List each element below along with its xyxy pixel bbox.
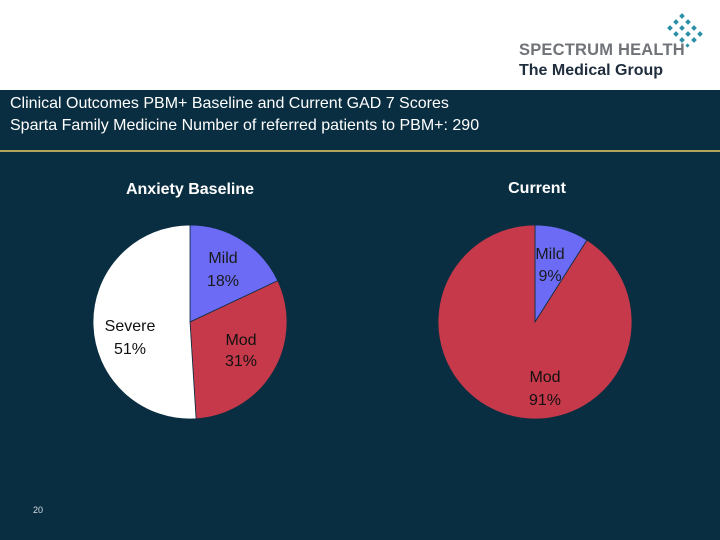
header: SPECTRUM HEALTH The Medical Group (0, 0, 720, 90)
slide-title-line2: Sparta Family Medicine Number of referre… (10, 117, 480, 134)
logo-text-line1: SPECTRUM HEALTH (519, 41, 685, 59)
slice-label-mod-1: Mod (529, 369, 560, 386)
slice-value-severe-0: 51% (114, 341, 146, 358)
pie-slice-mild-0 (189, 224, 279, 323)
slice-label-severe-0: Severe (105, 318, 156, 335)
slice-value-mild-1: 9% (538, 268, 561, 285)
slice-value-mod-1: 91% (529, 392, 561, 409)
slide-title-line1: Clinical Outcomes PBM+ Baseline and Curr… (10, 95, 449, 112)
pie-title-1: Current (508, 180, 566, 197)
slice-label-mild-0: Mild (208, 250, 237, 267)
slice-value-mild-0: 18% (207, 273, 239, 290)
page-number: 20 (33, 505, 44, 515)
pie-title-0: Anxiety Baseline (126, 181, 254, 198)
spectrum-health-logo-icon (667, 13, 703, 48)
pie-slice-mod-0 (189, 280, 288, 420)
slice-value-mod-0: 31% (225, 353, 257, 370)
slice-label-mod-0: Mod (225, 332, 256, 349)
logo-text-line2: The Medical Group (519, 62, 664, 79)
slice-label-mild-1: Mild (535, 246, 564, 263)
pie-slice-mod-1 (437, 224, 633, 420)
pie-slice-severe-0 (92, 224, 197, 420)
title-band: Clinical Outcomes PBM+ Baseline and Curr… (0, 90, 720, 152)
